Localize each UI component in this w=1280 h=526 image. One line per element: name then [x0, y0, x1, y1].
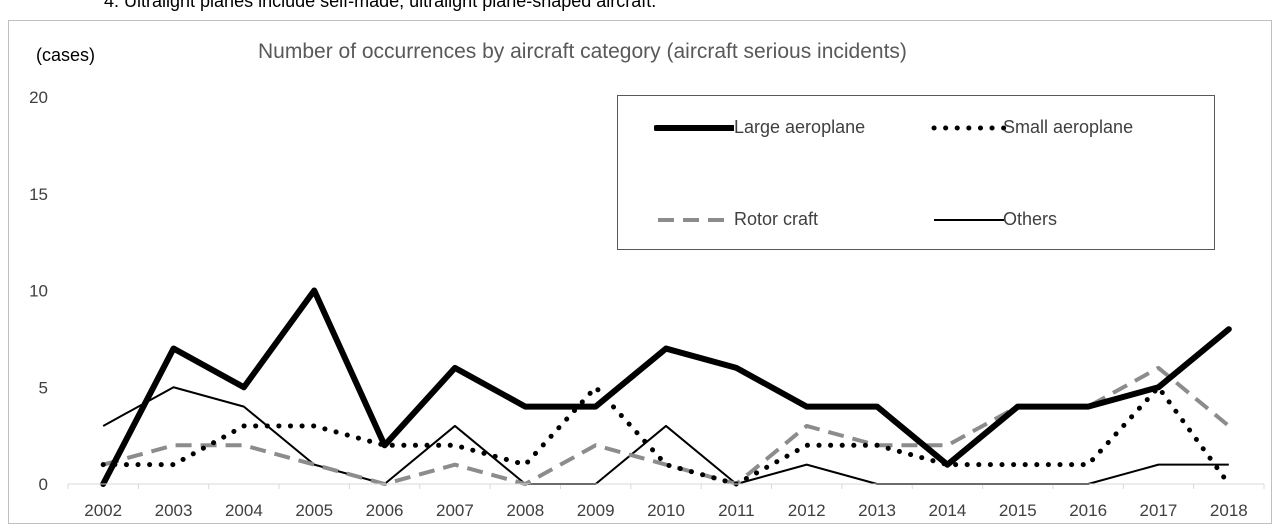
series-layer — [100, 287, 1232, 487]
legend-label: Small aeroplane — [1003, 117, 1134, 137]
x-tick-label: 2014 — [928, 501, 966, 520]
x-tick-label: 2006 — [366, 501, 404, 520]
x-tick-label: 2002 — [84, 501, 122, 520]
legend-swatch-others — [934, 219, 1004, 221]
y-tick-label: 10 — [29, 282, 48, 301]
x-tick-label: 2017 — [1140, 501, 1178, 520]
x-tick-label: 2007 — [436, 501, 474, 520]
legend-label: Rotor craft — [734, 209, 819, 229]
chart-frame — [8, 20, 1272, 524]
x-tick-label: 2010 — [647, 501, 685, 520]
legend-label: Large aeroplane — [734, 117, 866, 137]
x-tick-label: 2004 — [225, 501, 263, 520]
legend-swatch-large-aeroplane — [654, 125, 734, 131]
x-tick-label: 2016 — [1069, 501, 1107, 520]
legend-swatch-small-aeroplane — [931, 125, 1006, 131]
y-tick-label: 0 — [39, 475, 48, 494]
y-tick-label: 20 — [29, 88, 48, 107]
chart-title: Number of occurrences by aircraft catego… — [258, 40, 907, 63]
series-line-small-aeroplane — [100, 384, 1232, 487]
y-axis-ticks: 0 5 10 15 20 — [29, 88, 48, 494]
y-tick-label: 15 — [29, 185, 48, 204]
legend-swatch-rotor-craft — [658, 218, 730, 222]
y-axis-unit-label: (cases) — [36, 45, 96, 65]
x-tick-label: 2018 — [1210, 501, 1248, 520]
x-tick-label: 2008 — [506, 501, 544, 520]
x-tick-label: 2009 — [577, 501, 615, 520]
series-line-others — [102, 386, 1229, 485]
chart-legend: Large aeroplane Small aeroplane Rotor cr… — [617, 95, 1215, 250]
x-tick-label: 2012 — [788, 501, 826, 520]
legend-label: Others — [1003, 209, 1058, 229]
x-tick-label: 2005 — [295, 501, 333, 520]
series-line-large-aeroplane — [100, 287, 1232, 487]
footnote-text: 4. Ultralight planes include self-made, … — [104, 0, 657, 11]
x-tick-label: 2003 — [155, 501, 193, 520]
x-axis-ticks: 2002 2003 2004 2005 2006 2007 2008 2009 2010 2011… — [67, 484, 1265, 520]
x-tick-label: 2015 — [999, 501, 1037, 520]
x-tick-label: 2011 — [718, 501, 755, 520]
y-tick-label: 5 — [39, 378, 48, 397]
x-tick-label: 2013 — [858, 501, 896, 520]
series-line-rotor-craft — [102, 365, 1231, 486]
